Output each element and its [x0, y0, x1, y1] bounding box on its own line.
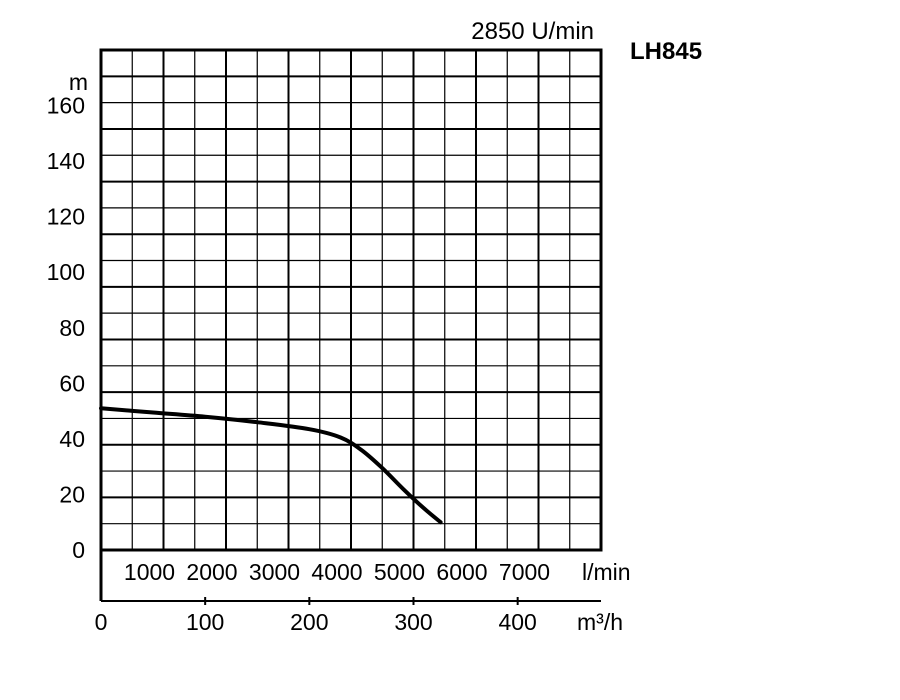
y-tick-label: 20 [59, 481, 85, 507]
x-tick-label: 0 [95, 609, 108, 635]
m3h-tick-marks [204, 597, 519, 605]
x-tick-label: 200 [290, 609, 328, 635]
pump-curve-line [99, 406, 443, 525]
x-tick-label: 400 [498, 609, 536, 635]
y-tick-label: 120 [47, 204, 85, 230]
x-axis-unit: m³/h [577, 609, 623, 635]
x-tick-label: 300 [394, 609, 432, 635]
x2-axis-unit: l/min [582, 559, 631, 585]
x2-tick-label: 5000 [374, 559, 425, 585]
x2-tick-label: 3000 [249, 559, 300, 585]
y-tick-label: 60 [59, 370, 85, 396]
x2-tick-label: 4000 [311, 559, 362, 585]
y-tick-label: 40 [59, 426, 85, 452]
y-tick-labels: 0 20 40 60 80 100 120 140 160 [47, 93, 85, 563]
chart-grid [101, 50, 601, 550]
y-tick-label: 100 [47, 259, 85, 285]
x2-tick-label: 6000 [436, 559, 487, 585]
y-tick-label: 0 [72, 537, 85, 563]
x2-tick-labels: 1000 2000 3000 4000 5000 6000 7000 [124, 559, 550, 585]
pump-model-title: LH845 [630, 38, 702, 65]
x2-tick-label: 7000 [499, 559, 550, 585]
x-tick-labels: 0 100 200 300 400 [95, 609, 537, 635]
x2-tick-label: 2000 [186, 559, 237, 585]
y-tick-label: 160 [47, 93, 85, 119]
x-tick-label: 100 [186, 609, 224, 635]
y-tick-label: 140 [47, 148, 85, 174]
speed-label: 2850 U/min [471, 18, 594, 45]
y-axis-unit: m [69, 69, 88, 95]
x2-tick-label: 1000 [124, 559, 175, 585]
y-tick-label: 80 [59, 315, 85, 341]
